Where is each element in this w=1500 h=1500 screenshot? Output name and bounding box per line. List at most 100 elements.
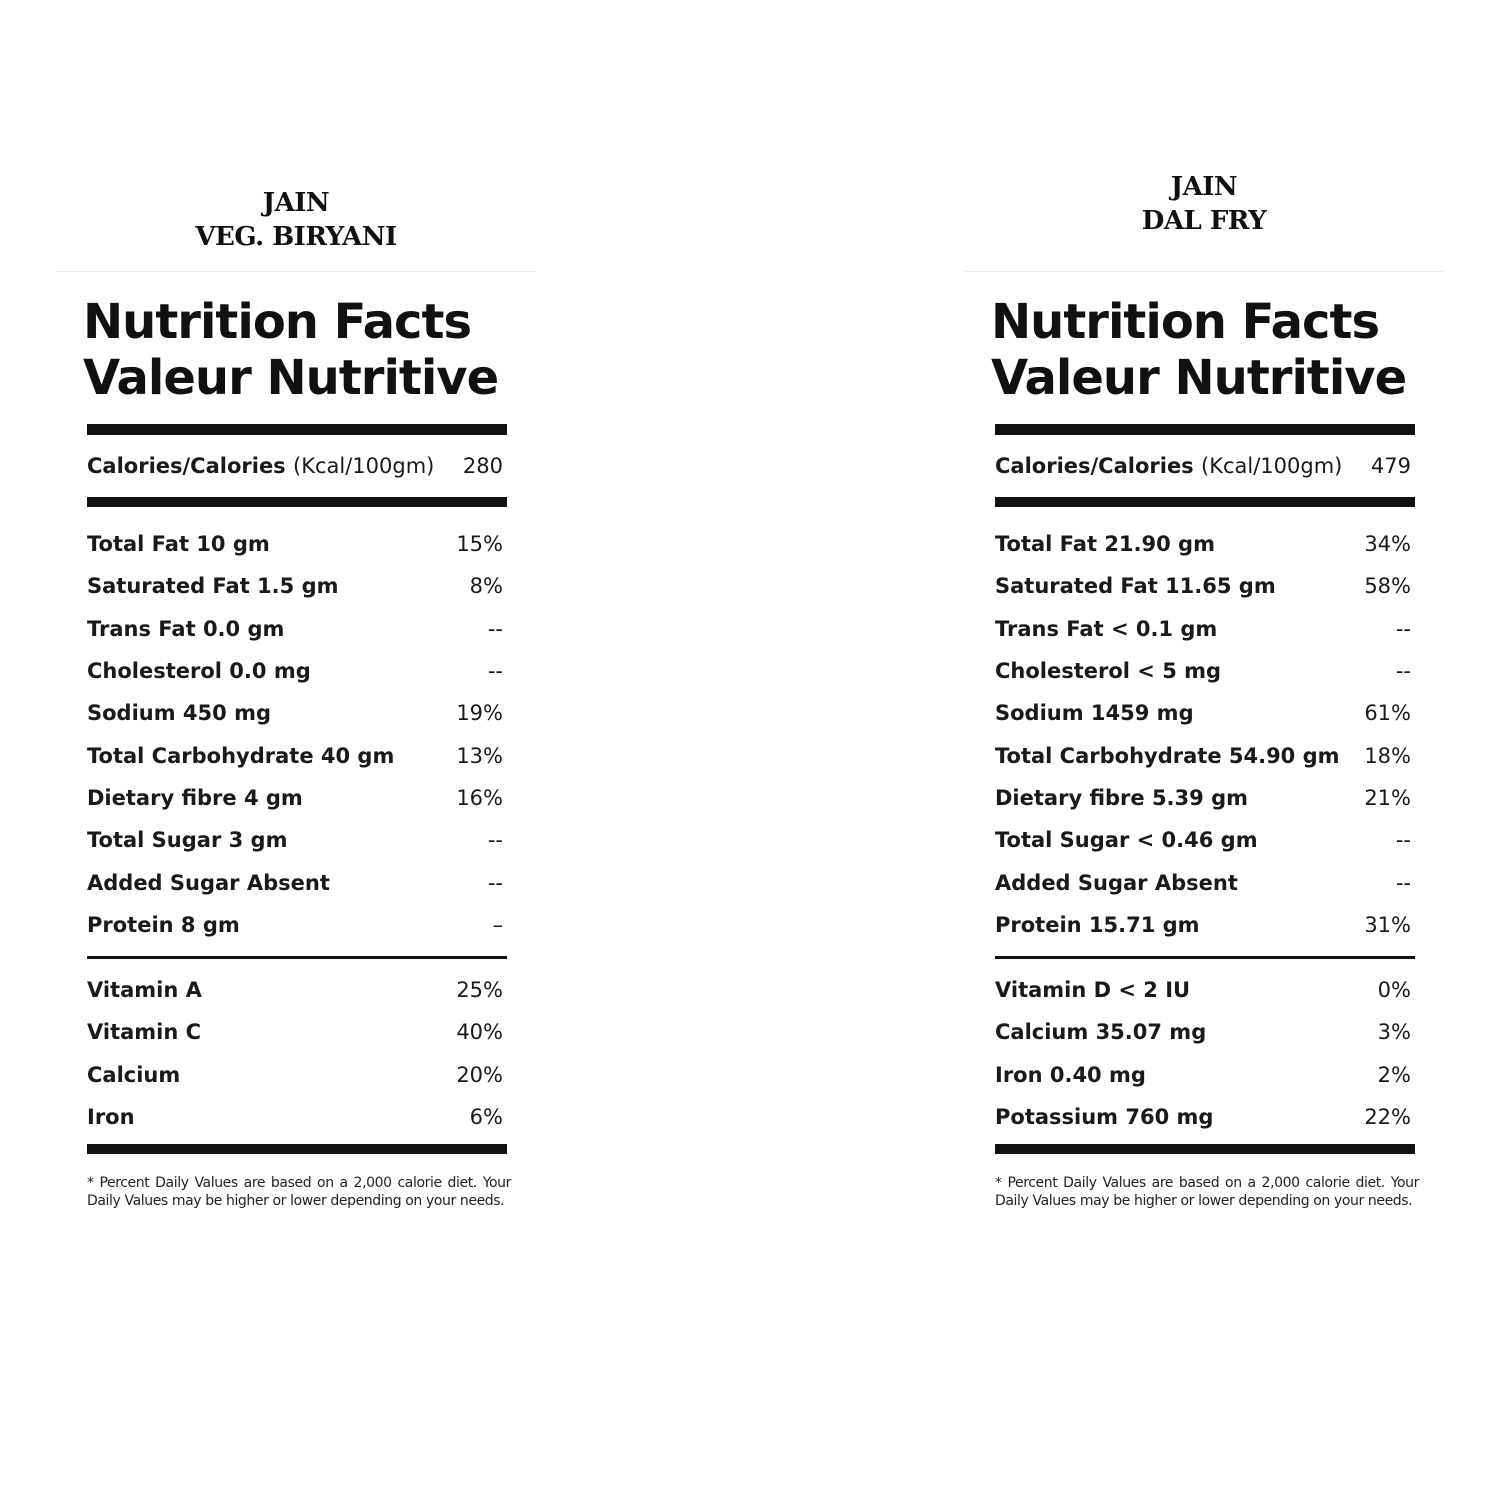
vitamin-daily-value: 40%: [456, 1020, 503, 1045]
nutrient-row: Cholesterol < 5 mg --: [995, 650, 1415, 692]
nutrient-daily-value: 13%: [456, 743, 503, 768]
calories-unit: (Kcal/100gm): [1201, 454, 1343, 478]
calories-label-group: Calories/Calories (Kcal/100gm): [995, 454, 1342, 478]
nutrient-daily-value: 34%: [1364, 532, 1411, 557]
nutrient-daily-value: --: [1395, 616, 1411, 641]
vitamin-label: Vitamin A: [87, 978, 202, 1003]
nutrient-daily-value: 58%: [1364, 574, 1411, 599]
nutrient-daily-value: 18%: [1364, 743, 1411, 768]
vitamin-daily-value: 20%: [456, 1062, 503, 1087]
nutrition-facts-label: Nutrition Facts Valeur Nutritive Calorie…: [991, 294, 1419, 1210]
nutrient-daily-value: 8%: [469, 574, 503, 599]
nutrient-label: Dietary fibre 5.39 gm: [995, 785, 1248, 810]
divider-mid: [87, 497, 507, 507]
vitamin-label: Iron: [87, 1105, 135, 1129]
nutrient-daily-value: 21%: [1364, 785, 1411, 810]
nutrient-row: Trans Fat < 0.1 gm --: [995, 608, 1415, 650]
nutrient-row: Total Fat 10 gm 15%: [87, 523, 507, 565]
product-name-line1: JAIN: [1170, 172, 1238, 202]
nutrient-list: Total Fat 21.90 gm 34% Saturated Fat 11.6…: [995, 507, 1415, 956]
nutrient-label: Total Sugar < 0.46 gm: [995, 828, 1258, 853]
nutrient-daily-value: 31%: [1364, 912, 1411, 937]
nutrient-row: Total Sugar < 0.46 gm --: [995, 819, 1415, 861]
nutrient-label: Dietary fibre 4 gm: [87, 785, 303, 810]
nutrient-row: Saturated Fat 11.65 gm 58%: [995, 565, 1415, 607]
label-title-french: Valeur Nutritive: [83, 350, 499, 406]
product-name-line1: JAIN: [262, 188, 330, 218]
product-panel-veg-biryani: JAIN VEG. BIRYANI Nutrition Facts Valeur…: [56, 186, 536, 1209]
label-title-english: Nutrition Facts: [83, 294, 472, 350]
nutrient-label: Total Carbohydrate 54.90 gm: [995, 743, 1340, 768]
nutrient-label: Saturated Fat 11.65 gm: [995, 574, 1276, 599]
divider-thick: [87, 424, 507, 435]
vitamin-row: Iron 6%: [87, 1096, 507, 1138]
nutrient-daily-value: 16%: [456, 785, 503, 810]
vitamin-label: Vitamin C: [87, 1020, 202, 1045]
nutrient-row: Total Fat 21.90 gm 34%: [995, 523, 1415, 565]
vitamin-daily-value: 3%: [1377, 1020, 1411, 1045]
calories-label: Calories/Calories: [995, 454, 1194, 478]
divider-thin: [87, 955, 507, 959]
vitamin-row: Vitamin C 40%: [87, 1011, 507, 1053]
divider-thin: [995, 955, 1415, 959]
nutrient-label: Trans Fat 0.0 gm: [87, 616, 285, 641]
divider-thick: [995, 424, 1415, 435]
nutrient-daily-value: --: [1395, 828, 1411, 853]
product-name: JAIN VEG. BIRYANI: [56, 186, 536, 272]
calories-value: 479: [1370, 454, 1411, 478]
vitamin-label: Vitamin D < 2 IU: [995, 978, 1191, 1003]
calories-row: Calories/Calories (Kcal/100gm) 280: [87, 435, 507, 497]
nutrient-label: Trans Fat < 0.1 gm: [995, 616, 1218, 641]
nutrient-daily-value: --: [487, 870, 503, 895]
vitamin-daily-value: 0%: [1377, 978, 1411, 1003]
vitamin-daily-value: 2%: [1377, 1062, 1411, 1087]
nutrient-daily-value: 19%: [456, 701, 503, 726]
nutrient-row: Total Carbohydrate 40 gm 13%: [87, 734, 507, 776]
vitamin-daily-value: 6%: [469, 1105, 503, 1129]
nutrient-daily-value: --: [1395, 870, 1411, 895]
nutrient-label: Sodium 1459 mg: [995, 701, 1194, 726]
nutrient-row: Added Sugar Absent --: [995, 861, 1415, 903]
vitamin-daily-value: 25%: [456, 978, 503, 1003]
product-name: JAIN DAL FRY: [964, 168, 1444, 272]
nutrient-list: Total Fat 10 gm 15% Saturated Fat 1.5 gm 8…: [87, 507, 507, 956]
nutrient-row: Added Sugar Absent --: [87, 861, 507, 903]
vitamin-row: Calcium 35.07 mg 3%: [995, 1011, 1415, 1053]
nutrient-label: Total Sugar 3 gm: [87, 828, 288, 853]
daily-value-footnote: * Percent Daily Values are based on a 2,…: [995, 1175, 1419, 1210]
nutrient-row: Cholesterol 0.0 mg --: [87, 650, 507, 692]
vitamin-label: Potassium 760 mg: [995, 1105, 1214, 1129]
calories-label-group: Calories/Calories (Kcal/100gm): [87, 454, 434, 478]
nutrient-row: Sodium 1459 mg 61%: [995, 692, 1415, 734]
nutrient-daily-value: 15%: [456, 532, 503, 557]
nutrient-row: Dietary fibre 5.39 gm 21%: [995, 777, 1415, 819]
nutrient-label: Cholesterol 0.0 mg: [87, 659, 311, 684]
nutrient-label: Total Fat 10 gm: [87, 532, 270, 557]
nutrient-daily-value: --: [487, 616, 503, 641]
nutrient-label: Protein 15.71 gm: [995, 912, 1200, 937]
nutrient-label: Total Carbohydrate 40 gm: [87, 743, 395, 768]
label-title-english: Nutrition Facts: [991, 294, 1380, 350]
nutrient-label: Cholesterol < 5 mg: [995, 659, 1222, 684]
nutrient-row: Dietary fibre 4 gm 16%: [87, 777, 507, 819]
vitamin-label: Calcium 35.07 mg: [995, 1020, 1207, 1045]
divider-mid: [995, 497, 1415, 507]
nutrient-label: Protein 8 gm: [87, 912, 240, 937]
nutrient-daily-value: –: [492, 912, 504, 937]
calories-value: 280: [462, 454, 503, 478]
nutrient-daily-value: --: [1395, 659, 1411, 684]
product-name-line2: DAL FRY: [1141, 206, 1267, 236]
nutrient-label: Total Fat 21.90 gm: [995, 532, 1215, 557]
vitamin-row: Calcium 20%: [87, 1054, 507, 1096]
nutrient-daily-value: --: [487, 828, 503, 853]
nutrient-label: Sodium 450 mg: [87, 701, 271, 726]
nutrient-daily-value: 61%: [1364, 701, 1411, 726]
nutrient-row: Total Sugar 3 gm --: [87, 819, 507, 861]
vitamin-row: Vitamin D < 2 IU 0%: [995, 969, 1415, 1011]
nutrient-row: Protein 15.71 gm 31%: [995, 904, 1415, 946]
nutrient-row: Trans Fat 0.0 gm --: [87, 608, 507, 650]
daily-value-footnote: * Percent Daily Values are based on a 2,…: [87, 1175, 511, 1210]
calories-label: Calories/Calories: [87, 454, 286, 478]
nutrient-row: Protein 8 gm –: [87, 904, 507, 946]
vitamin-label: Calcium: [87, 1062, 181, 1087]
